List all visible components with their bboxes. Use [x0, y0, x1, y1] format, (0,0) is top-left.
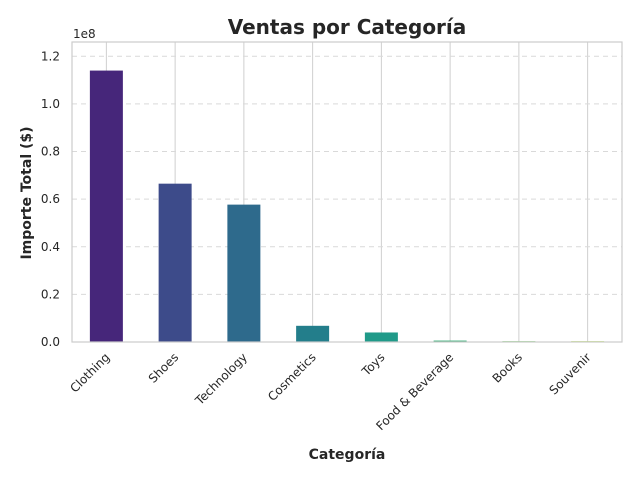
- bar-toys: [364, 332, 398, 342]
- plot-frame: [71, 41, 623, 343]
- x-tick-label: Technology: [192, 350, 250, 408]
- y-axis-label: Importe Total ($): [19, 126, 35, 259]
- y-tick-label: 1.0: [41, 97, 60, 111]
- x-tick-label: Souvenir: [546, 350, 593, 397]
- y-tick-label: 0.0: [41, 335, 60, 349]
- x-tick-label: Shoes: [146, 350, 181, 385]
- bar-cosmetics: [296, 325, 330, 342]
- chart-title: Ventas por Categoría: [228, 15, 467, 39]
- y-tick-label: 1.2: [41, 49, 60, 63]
- x-tick-label: Food & Beverage: [373, 350, 456, 433]
- y-tick-label: 0.4: [41, 240, 60, 254]
- y-scale-label: 1e8: [73, 27, 96, 41]
- x-tick-label: Books: [490, 350, 525, 385]
- y-tick-label: 0.2: [41, 287, 60, 301]
- bar-clothing: [89, 70, 123, 343]
- x-axis-label: Categoría: [309, 447, 386, 463]
- bars: [89, 70, 605, 343]
- grid-lines: [72, 42, 622, 343]
- y-tick-label: 0.6: [41, 192, 60, 206]
- y-tick-label: 0.8: [41, 145, 60, 159]
- x-tick-label: Clothing: [67, 350, 112, 395]
- y-tick-labels: 0.0 0.2 0.4 0.6 0.8 1.0 1.2: [41, 49, 60, 349]
- x-tick-label: Toys: [359, 350, 388, 379]
- x-tick-label: Cosmetics: [265, 350, 319, 404]
- bar-food-beverage: [433, 340, 467, 342]
- bar-technology: [227, 204, 261, 342]
- bar-shoes: [158, 183, 192, 342]
- x-tick-labels: Clothing Shoes Technology Cosmetics ToysFood…: [67, 350, 593, 433]
